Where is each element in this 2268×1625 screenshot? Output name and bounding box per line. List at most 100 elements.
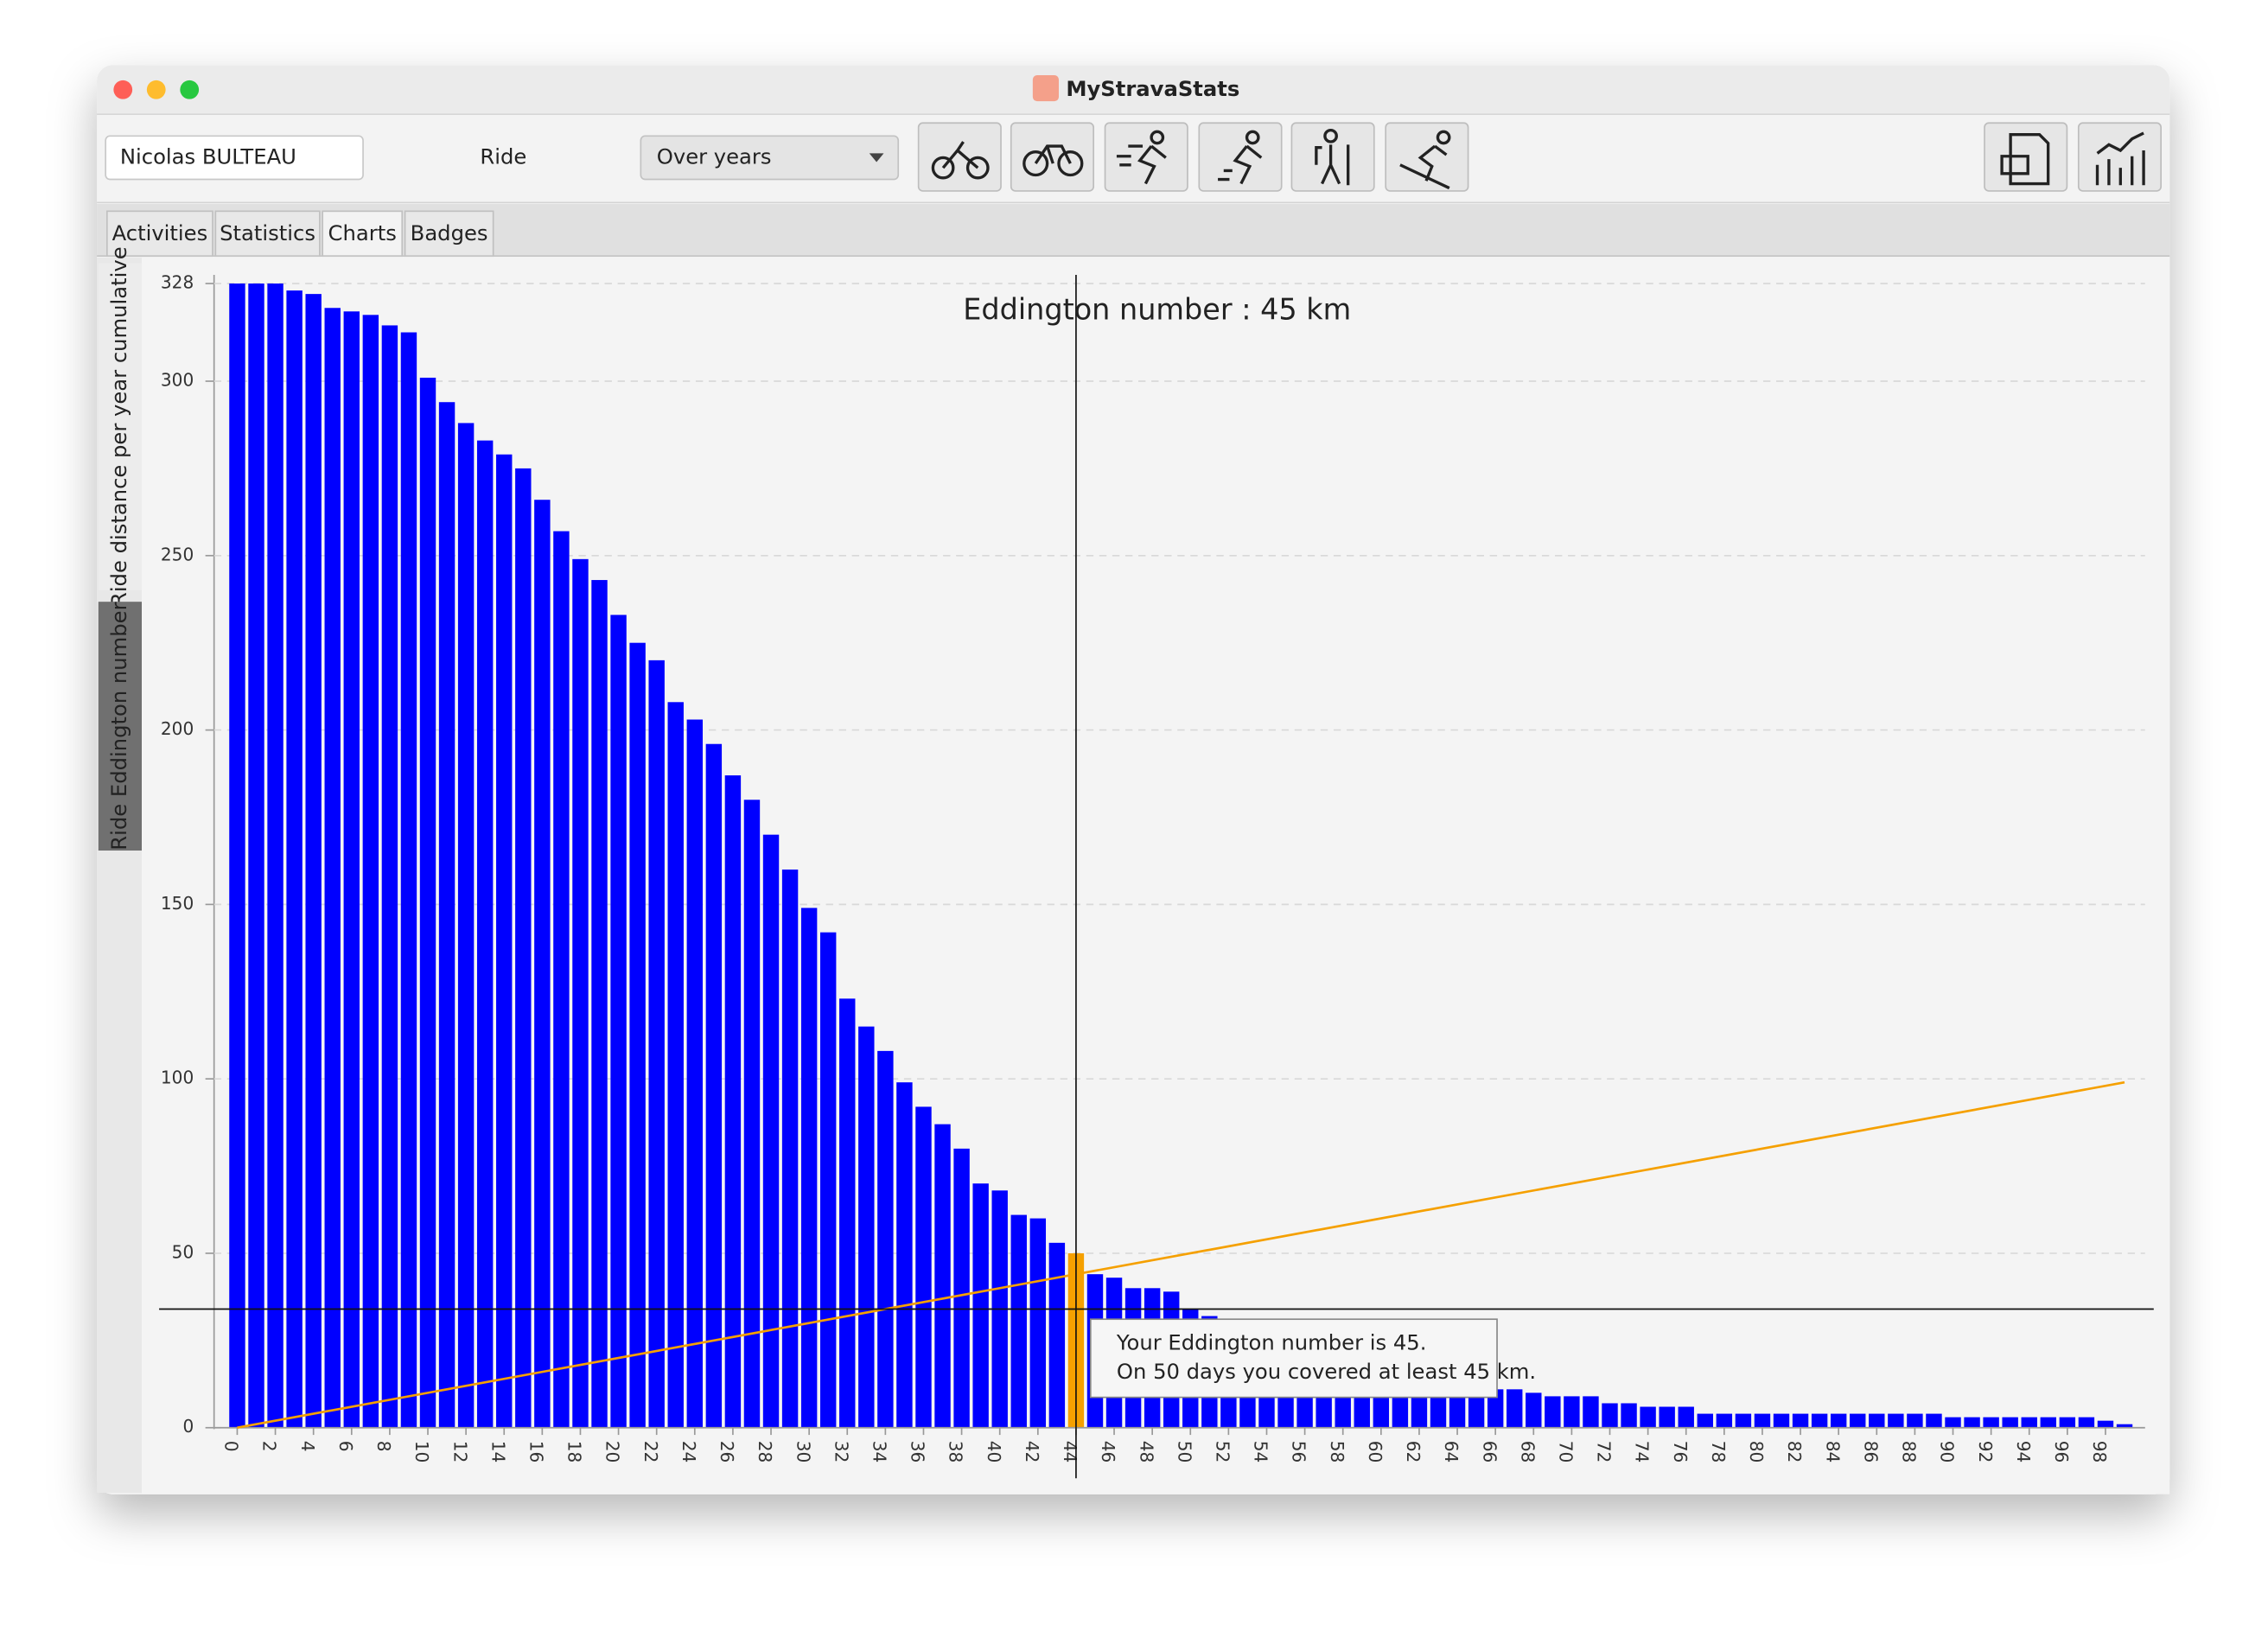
x-tick-label: 80 — [1746, 1441, 1767, 1463]
bar — [610, 615, 627, 1428]
bar — [858, 1026, 875, 1428]
x-tick-label: 30 — [793, 1441, 813, 1463]
trail-button[interactable] — [1198, 122, 1283, 192]
icon — [931, 156, 955, 180]
bar — [1945, 1417, 1961, 1428]
x-tick-label: 2 — [259, 1441, 280, 1452]
bar — [1773, 1413, 1790, 1428]
bar — [686, 719, 704, 1428]
side-tab[interactable] — [98, 263, 142, 590]
bar — [743, 800, 761, 1428]
icon — [1057, 150, 1084, 177]
minimize-button[interactable] — [146, 80, 166, 99]
hike-button[interactable] — [1290, 122, 1375, 192]
x-tick-label: 96 — [2051, 1441, 2072, 1463]
bar — [1678, 1406, 1694, 1428]
bar — [2002, 1417, 2018, 1428]
icon — [1023, 150, 1049, 177]
bar — [2021, 1417, 2037, 1428]
bar — [953, 1148, 970, 1428]
x-tick-label: 32 — [831, 1441, 851, 1463]
x-tick-label: 46 — [1098, 1441, 1118, 1463]
athlete-name: Nicolas BULTEAU — [120, 143, 296, 169]
x-tick-label: 36 — [908, 1441, 928, 1463]
icon — [1399, 144, 1450, 190]
bar — [267, 284, 284, 1428]
icon — [1034, 144, 1072, 165]
bar — [1964, 1417, 1980, 1428]
x-tick-label: 74 — [1632, 1441, 1653, 1463]
window-title: MyStravaStats — [1066, 76, 1239, 101]
bar — [1888, 1413, 1904, 1428]
ride-mtb-button[interactable] — [917, 122, 1002, 192]
activity-type: Ride — [480, 143, 526, 169]
y-tick-label: 328 — [161, 272, 194, 293]
bar — [1564, 1396, 1580, 1428]
x-tick-label: 54 — [1251, 1441, 1271, 1463]
close-button[interactable] — [113, 80, 133, 99]
bar — [1716, 1413, 1733, 1428]
x-tick-label: 28 — [755, 1441, 775, 1463]
bar — [934, 1124, 951, 1428]
x-tick-label: 14 — [487, 1441, 508, 1463]
icon — [1116, 144, 1167, 185]
icon — [2095, 131, 2145, 186]
y-tick-label: 0 — [182, 1416, 194, 1437]
bar — [1010, 1214, 1027, 1428]
bar — [1583, 1396, 1599, 1428]
tab-label: Charts — [328, 220, 397, 245]
icon — [941, 141, 979, 169]
icon — [1150, 130, 1165, 145]
x-tick-label: 56 — [1289, 1441, 1309, 1463]
x-tick-label: 8 — [373, 1441, 394, 1452]
bar — [400, 332, 417, 1428]
x-tick-label: 0 — [221, 1441, 242, 1452]
chart-button[interactable] — [2077, 122, 2162, 192]
bar — [648, 660, 665, 1428]
x-tick-label: 66 — [1479, 1441, 1500, 1463]
bar — [819, 932, 837, 1428]
bar — [2078, 1417, 2095, 1428]
bar — [305, 294, 322, 1428]
x-tick-label: 26 — [717, 1441, 737, 1463]
bar — [1754, 1413, 1771, 1428]
run-button[interactable] — [1104, 122, 1188, 192]
tab[interactable] — [106, 210, 213, 258]
x-tick-label: 34 — [869, 1441, 889, 1463]
tab-label: Activities — [112, 220, 208, 245]
x-tick-label: 62 — [1403, 1441, 1424, 1463]
tab[interactable] — [322, 210, 404, 258]
period-select[interactable] — [640, 135, 900, 181]
tooltip-line: On 50 days you covered at least 45 km. — [1117, 1359, 1536, 1384]
title-bar — [97, 65, 2170, 115]
side-tab-label: Ride distance per year cumulative — [106, 246, 131, 607]
zoom-button[interactable] — [180, 80, 200, 99]
x-tick-label: 44 — [1060, 1441, 1080, 1463]
x-tick-label: 84 — [1822, 1441, 1843, 1463]
tab[interactable] — [214, 210, 321, 258]
x-tick-label: 50 — [1174, 1441, 1195, 1463]
x-tick-label: 24 — [678, 1441, 699, 1463]
y-tick-label: 50 — [172, 1241, 194, 1262]
bar — [667, 702, 684, 1428]
x-tick-label: 40 — [984, 1441, 1004, 1463]
tab[interactable] — [404, 210, 494, 258]
bar — [591, 580, 608, 1428]
side-tab[interactable] — [98, 602, 142, 851]
x-tick-label: 18 — [564, 1441, 585, 1463]
bar — [229, 284, 245, 1428]
bar — [1792, 1413, 1809, 1428]
athlete-field[interactable] — [105, 135, 364, 181]
bar — [629, 642, 646, 1428]
x-tick-label: 20 — [602, 1441, 623, 1463]
bar — [839, 998, 856, 1428]
x-tick-label: 70 — [1556, 1441, 1577, 1463]
bar — [1507, 1389, 1523, 1428]
bar — [343, 311, 360, 1428]
y-tick-label: 250 — [161, 544, 194, 564]
bar — [572, 558, 589, 1428]
bar — [1811, 1413, 1828, 1428]
